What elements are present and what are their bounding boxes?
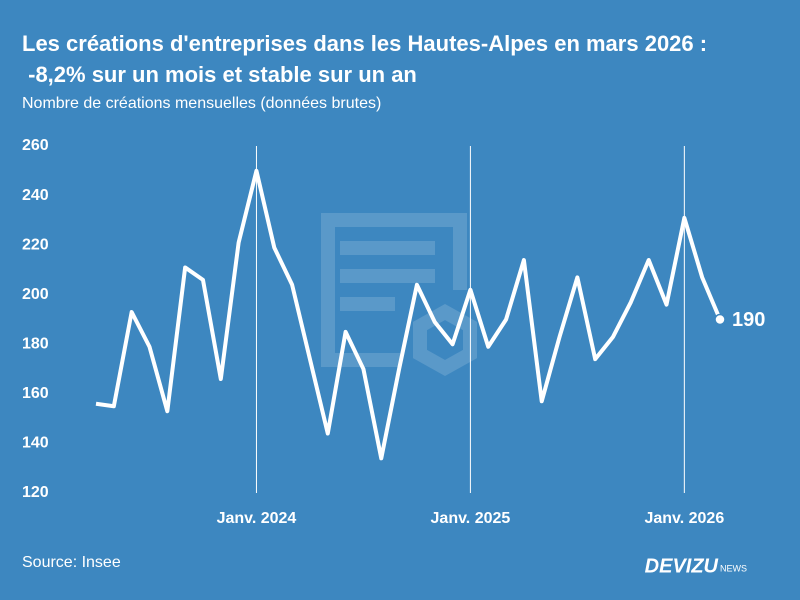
end-point (714, 313, 726, 326)
y-tick-label: 220 (22, 236, 49, 253)
source: Source: Insee (22, 554, 121, 571)
line (95, 168, 722, 461)
chart-subtitle: Nombre de créations mensuelles (données … (22, 95, 381, 112)
x-tick-label: Janv. 2026 (644, 510, 724, 527)
y-tick-label: 200 (22, 286, 49, 303)
data-label: 190 (732, 309, 765, 331)
y-tick-label: 120 (22, 484, 49, 501)
watermark (321, 213, 477, 377)
y-tick-label: 160 (22, 385, 49, 402)
x-tick-label: Janv. 2024 (217, 510, 297, 527)
chart-title: Les créations d'entreprises dans les Hau… (22, 31, 707, 87)
y-tick-label: 140 (22, 435, 49, 452)
brand-suffix: NEWS (720, 563, 747, 573)
brand: DEVIZU (645, 555, 719, 577)
y-tick-label: 260 (22, 137, 49, 154)
x-tick-label: Janv. 2025 (431, 510, 511, 527)
y-tick-label: 180 (22, 336, 49, 353)
y-tick-label: 240 (22, 187, 49, 204)
